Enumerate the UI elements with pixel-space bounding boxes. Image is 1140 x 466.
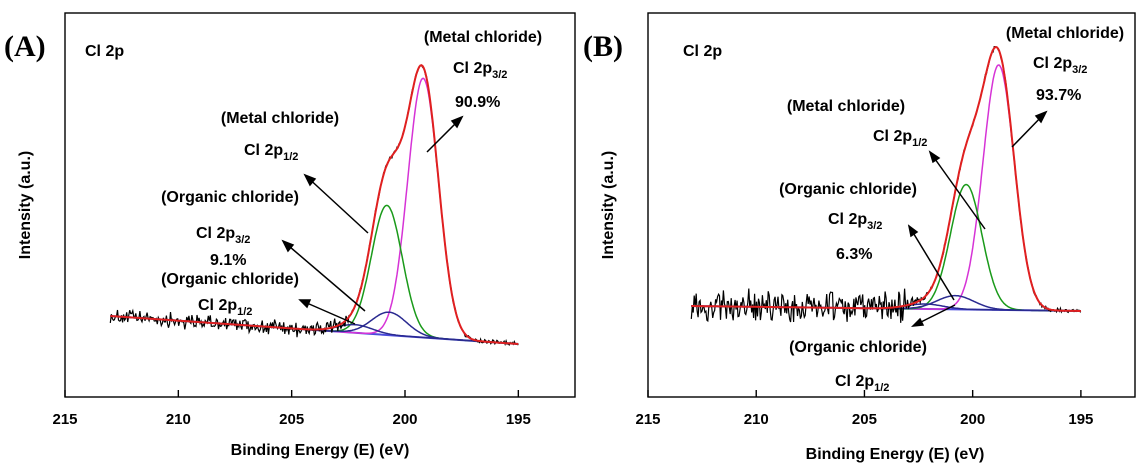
x-tick-label: 195: [1068, 411, 1093, 428]
species-sub: 1/2: [283, 151, 298, 163]
panel-b: (B) Cl 2p 215 210 205 200 195 Binding Energy…: [583, 12, 1136, 463]
species-sub: 3/2: [235, 234, 250, 246]
annotation-organic-1-2-b: (Organic chloride) Cl 2p1/2: [789, 339, 927, 394]
annotation-metal-3-2-b: (Metal chloride) Cl 2p3/2 93.7%: [1006, 25, 1124, 104]
annotation-organic-1-2-a: (Organic chloride) Cl 2p1/2: [161, 271, 299, 318]
annotation-species: Cl 2p3/2: [453, 60, 507, 81]
arrow-metal-1-2-a: [304, 174, 369, 234]
annotation-species: Cl 2p3/2: [828, 211, 882, 232]
arrow-organic-1-2-a: [299, 299, 356, 325]
curves-a: [109, 64, 519, 347]
x-ticks-a: 215 210 205 200 195: [52, 390, 531, 428]
species-main: Cl 2p: [196, 225, 235, 242]
species-sub: 3/2: [492, 69, 507, 81]
x-tick-label: 215: [635, 411, 660, 428]
arrowhead: [907, 224, 919, 238]
x-tick-label: 200: [960, 411, 985, 428]
species-main: Cl 2p: [453, 60, 492, 77]
annotation-species: Cl 2p3/2: [196, 225, 250, 246]
annotation-species: Cl 2p1/2: [198, 297, 252, 318]
panel-label-b: (B): [583, 30, 623, 63]
plot-frame-a: [64, 12, 576, 398]
x-tick-label: 205: [279, 411, 304, 428]
species-main: Cl 2p: [873, 128, 912, 145]
annotation-label: (Organic chloride): [779, 181, 917, 198]
annotation-arrows-a: [281, 115, 464, 325]
species-main: Cl 2p: [1033, 55, 1072, 72]
annotation-arrows-b: [907, 110, 1048, 327]
annotation-metal-1-2-a: (Metal chloride) Cl 2p1/2: [221, 110, 339, 163]
fit-envelope-line: [691, 45, 1081, 312]
annotation-percent: 6.3%: [836, 246, 872, 263]
fit-envelope-line: [110, 64, 519, 345]
annotation-label: (Organic chloride): [161, 189, 299, 206]
x-tick-label: 210: [744, 411, 769, 428]
x-tick-label: 210: [166, 411, 191, 428]
annotation-organic-3-2-a: (Organic chloride) Cl 2p3/2 9.1%: [161, 189, 299, 269]
y-axis-title-b: Intensity (a.u.): [600, 151, 617, 259]
annotation-label: (Metal chloride): [424, 29, 542, 46]
arrowhead: [928, 150, 941, 164]
species-main: Cl 2p: [835, 373, 874, 390]
annotation-label: (Organic chloride): [161, 271, 299, 288]
x-axis-title-b: Binding Energy (E) (eV): [806, 446, 985, 463]
annotation-label: (Metal chloride): [221, 110, 339, 127]
annotation-species: Cl 2p1/2: [835, 373, 889, 394]
x-ticks-b: 215 210 205 200 195: [635, 390, 1093, 428]
panel-label-a: (A): [4, 30, 46, 63]
x-axis-title-a: Binding Energy (E) (eV): [231, 442, 410, 459]
arrowhead: [1034, 110, 1048, 124]
annotation-percent: 90.9%: [455, 94, 500, 111]
arrowhead: [910, 317, 925, 327]
annotation-percent: 93.7%: [1036, 87, 1081, 104]
annotation-label: (Metal chloride): [787, 98, 905, 115]
arrow-metal-1-2-b: [929, 151, 986, 230]
arrow-organic-3-2-b: [908, 225, 955, 301]
spectrum-label-a: Cl 2p: [85, 43, 124, 60]
species-main: Cl 2p: [828, 211, 867, 228]
arrowhead: [450, 115, 464, 129]
annotation-label: (Organic chloride): [789, 339, 927, 356]
annotation-species: Cl 2p3/2: [1033, 55, 1087, 76]
curves-b: [690, 45, 1082, 323]
spectrum-label-b: Cl 2p: [683, 43, 722, 60]
x-tick-label: 200: [392, 411, 417, 428]
plot-frame-b: [647, 12, 1136, 398]
species-sub: 1/2: [912, 137, 927, 149]
species-sub: 3/2: [1072, 64, 1087, 76]
species-sub: 3/2: [867, 220, 882, 232]
panel-a: (A) Cl 2p 215 210 205 200 195 Binding Energy…: [4, 12, 576, 459]
x-tick-label: 215: [52, 411, 77, 428]
annotation-metal-3-2-a: (Metal chloride) Cl 2p3/2 90.9%: [424, 29, 542, 111]
fit-component-2: [691, 183, 1081, 312]
annotation-metal-1-2-b: (Metal chloride) Cl 2p1/2: [787, 98, 928, 149]
annotation-label: (Metal chloride): [1006, 25, 1124, 42]
annotation-species: Cl 2p1/2: [244, 142, 298, 163]
x-tick-label: 205: [852, 411, 877, 428]
arrowhead: [298, 299, 312, 309]
arrowhead: [281, 239, 295, 253]
annotation-organic-3-2-b: (Organic chloride) Cl 2p3/2 6.3%: [779, 181, 917, 263]
annotation-species: Cl 2p1/2: [873, 128, 927, 149]
y-axis-title-a: Intensity (a.u.): [17, 151, 34, 259]
annotation-percent: 9.1%: [210, 252, 246, 269]
species-sub: 1/2: [874, 382, 889, 394]
arrow-organic-3-2-a: [282, 240, 366, 312]
arrowhead: [303, 173, 317, 187]
species-main: Cl 2p: [244, 142, 283, 159]
species-sub: 1/2: [237, 306, 252, 318]
x-tick-label: 195: [506, 411, 531, 428]
species-main: Cl 2p: [198, 297, 237, 314]
